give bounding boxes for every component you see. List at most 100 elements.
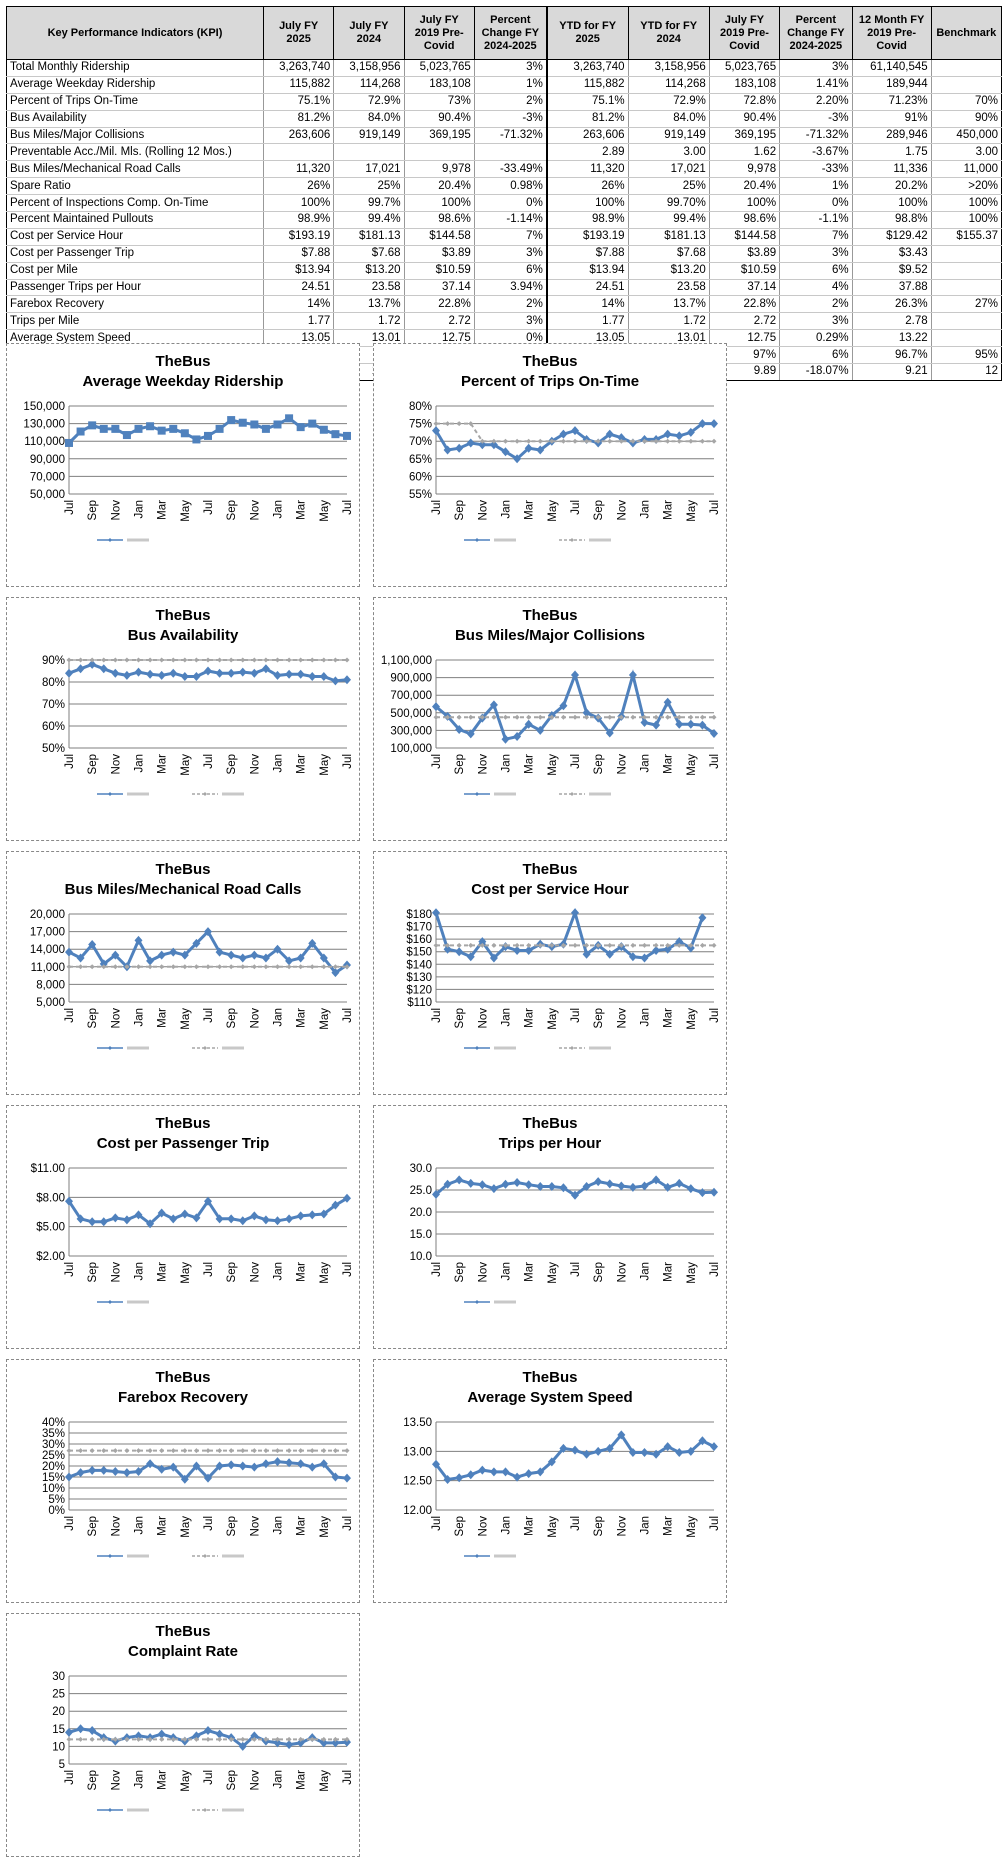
- chart-subtitle: Bus Miles/Major Collisions: [455, 627, 645, 644]
- data-point: [65, 1727, 73, 1737]
- x-tick-label: May: [319, 1516, 331, 1538]
- data-point: [250, 1462, 259, 1472]
- data-point: [134, 1731, 143, 1741]
- x-tick-label: Sep: [593, 1262, 605, 1282]
- benchmark-point: [676, 942, 682, 948]
- x-tick-label: Jul: [342, 1008, 354, 1023]
- legend-label-placeholder: [127, 1300, 149, 1304]
- data-point: [308, 419, 317, 428]
- kpi-cell-value: 98.8%: [851, 211, 932, 229]
- benchmark-point: [182, 1736, 188, 1742]
- x-tick-label: Sep: [226, 1262, 238, 1282]
- kpi-cell-value: 100%: [403, 194, 475, 213]
- kpi-cell-value: 26.3%: [851, 295, 932, 314]
- data-point: [443, 1179, 452, 1189]
- kpi-cell-value: 2.89: [545, 143, 629, 162]
- benchmark-point: [298, 964, 304, 970]
- benchmark-point: [630, 714, 636, 720]
- x-tick-label: Sep: [593, 1516, 605, 1536]
- data-point: [710, 728, 718, 738]
- kpi-metric-name: Trips per Mile: [6, 312, 264, 331]
- benchmark-point: [228, 964, 234, 970]
- y-tick-label: 50,000: [30, 489, 65, 501]
- legend-label-placeholder: [127, 538, 149, 542]
- y-tick-label: 700,000: [390, 690, 432, 702]
- benchmark-point: [182, 1448, 188, 1454]
- data-point: [134, 1467, 143, 1476]
- y-tick-label: 35%: [42, 1428, 65, 1440]
- kpi-cell-value: 1.77: [262, 312, 335, 331]
- x-tick-label: Sep: [87, 754, 99, 774]
- kpi-cell-value: 99.4%: [627, 211, 710, 229]
- kpi-cell-value: $7.88: [262, 244, 335, 263]
- data-point: [273, 420, 282, 429]
- x-tick-label: Jul: [203, 1770, 215, 1785]
- kpi-cell-value: 1.72: [627, 312, 710, 331]
- x-tick-label: Jul: [709, 1262, 721, 1277]
- data-point: [652, 720, 661, 730]
- y-tick-label: 80%: [42, 677, 65, 689]
- benchmark-point: [182, 964, 188, 970]
- kpi-cell-value: 22.8%: [708, 295, 781, 314]
- kpi-cell-value: 98.6%: [708, 211, 781, 229]
- x-tick-label: Jul: [342, 1262, 354, 1277]
- data-point: [559, 1443, 568, 1453]
- x-tick-label: Jan: [501, 500, 513, 519]
- benchmark-point: [584, 438, 590, 444]
- benchmark-point: [491, 714, 497, 720]
- data-point: [652, 1449, 661, 1459]
- data-point: [227, 950, 236, 960]
- data-point: [594, 1177, 603, 1187]
- data-point: [652, 945, 661, 955]
- kpi-cell-value: 3,158,956: [627, 59, 710, 77]
- benchmark-point: [711, 942, 717, 948]
- data-point: [501, 447, 510, 457]
- y-tick-label: 1,100,000: [381, 655, 432, 667]
- benchmark-point: [344, 657, 350, 663]
- benchmark-point: [193, 1736, 199, 1742]
- kpi-cell-value: 13.7%: [627, 295, 710, 314]
- kpi-table-container: Key Performance Indicators (KPI) July FY …: [6, 6, 1003, 381]
- benchmark-point: [147, 657, 153, 663]
- chart-complaint-rate: TheBus Complaint Rate 5 10 15 20 25 30 Jul Sep Nov…: [6, 1613, 360, 1857]
- legend: [97, 538, 149, 542]
- data-point: [192, 938, 201, 948]
- benchmark-point: [217, 964, 223, 970]
- kpi-cell-value: 3,263,740: [262, 59, 335, 77]
- x-tick-label: Jul: [203, 500, 215, 515]
- chart-svg: TheBus Average System Speed 12.00 12.50 13.0…: [403, 1369, 721, 1558]
- benchmark-point: [560, 942, 566, 948]
- x-tick-label: Sep: [87, 1516, 99, 1536]
- kpi-cell-value: 450,000: [930, 126, 1003, 145]
- data-point: [319, 1459, 328, 1469]
- x-tick-label: Jul: [709, 1008, 721, 1023]
- legend: [464, 792, 611, 796]
- x-tick-label: Nov: [616, 754, 628, 775]
- data-point: [675, 431, 684, 441]
- x-tick-label: May: [319, 754, 331, 776]
- data-point: [536, 1181, 545, 1191]
- kpi-column-header: Benchmark: [930, 6, 1003, 60]
- kpi-cell-value: 0%: [779, 194, 853, 213]
- chart-title: TheBus: [522, 861, 577, 878]
- y-tick-label: 130,000: [23, 419, 65, 431]
- benchmark-point: [298, 1448, 304, 1454]
- data-point: [65, 668, 73, 678]
- x-tick-label: Sep: [454, 754, 466, 774]
- data-point: [180, 429, 189, 438]
- chart-svg: TheBus Trips per Hour 10.0 15.0 20.0 25.0 30.0…: [410, 1115, 721, 1304]
- kpi-metric-name: Bus Miles/Mechanical Road Calls: [6, 160, 264, 179]
- benchmark-point: [78, 657, 84, 663]
- kpi-cell-value: 6%: [779, 346, 853, 365]
- x-tick-label: Nov: [477, 500, 489, 521]
- benchmark-point: [526, 438, 532, 444]
- legend-marker: [108, 1554, 112, 1558]
- data-point: [157, 1464, 166, 1474]
- data-point: [192, 672, 201, 681]
- data-point: [466, 1178, 475, 1188]
- x-tick-label: Jul: [709, 500, 721, 515]
- chart-title: TheBus: [155, 861, 210, 878]
- data-point: [547, 1181, 556, 1191]
- data-point: [524, 443, 533, 453]
- data-point: [308, 938, 317, 948]
